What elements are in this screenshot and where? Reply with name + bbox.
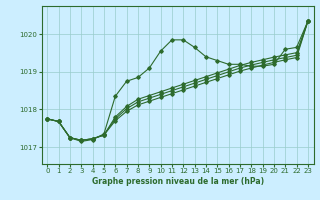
X-axis label: Graphe pression niveau de la mer (hPa): Graphe pression niveau de la mer (hPa) <box>92 177 264 186</box>
